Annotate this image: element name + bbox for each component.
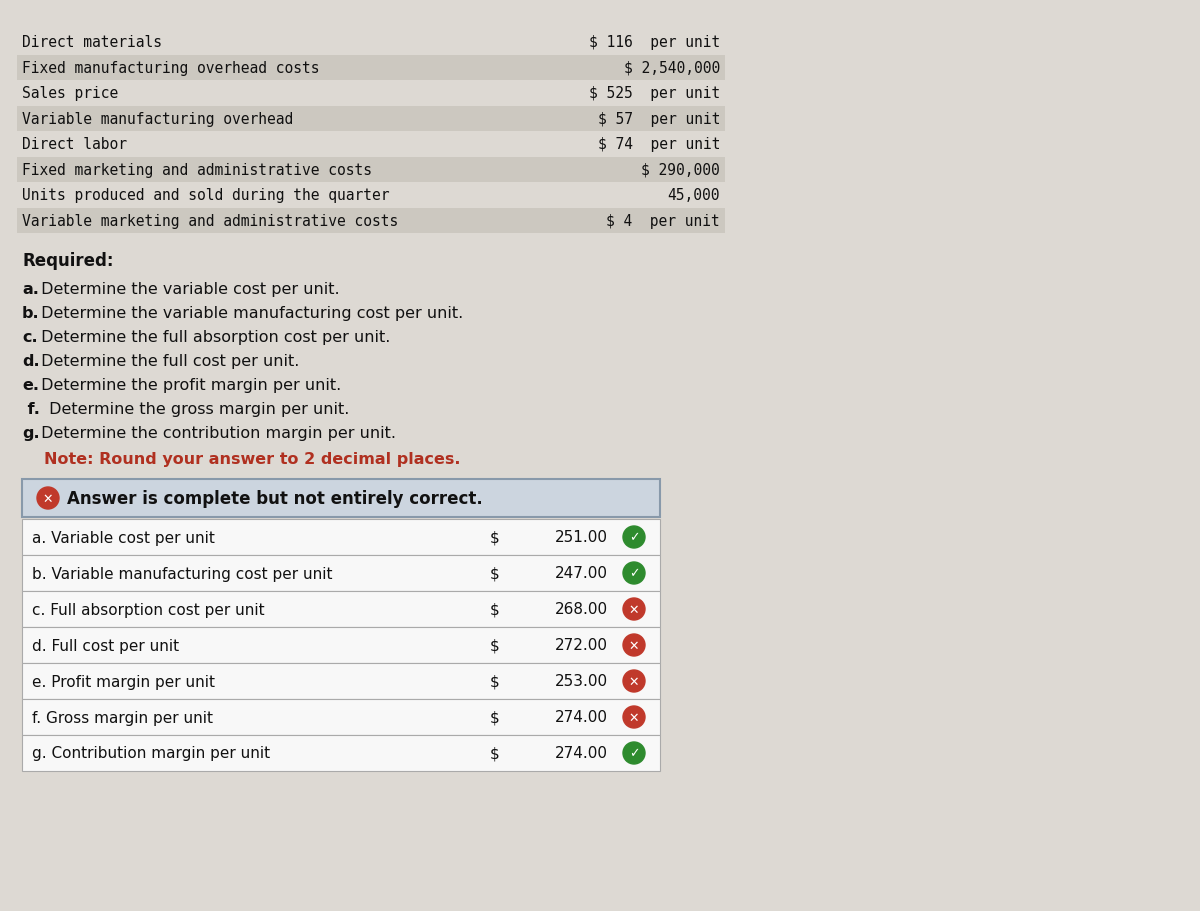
Text: 272.00: 272.00 — [554, 638, 608, 653]
Circle shape — [623, 670, 646, 692]
Text: g.: g. — [22, 425, 40, 441]
Text: Sales price: Sales price — [22, 87, 119, 101]
Text: 274.00: 274.00 — [554, 746, 608, 761]
Text: Answer is complete but not entirely correct.: Answer is complete but not entirely corr… — [67, 489, 482, 507]
Text: Variable marketing and administrative costs: Variable marketing and administrative co… — [22, 213, 398, 229]
Text: c.: c. — [22, 330, 37, 344]
Text: f.: f. — [22, 402, 40, 416]
Text: Direct materials: Direct materials — [22, 36, 162, 50]
Text: ✕: ✕ — [43, 492, 53, 505]
Text: c. Full absorption cost per unit: c. Full absorption cost per unit — [32, 602, 265, 617]
Bar — [22, 735, 660, 771]
Bar — [22, 663, 660, 700]
Bar — [22, 700, 660, 735]
Text: d. Full cost per unit: d. Full cost per unit — [32, 638, 179, 653]
Bar — [22, 556, 660, 591]
Text: ✕: ✕ — [629, 639, 640, 651]
Text: ✓: ✓ — [629, 567, 640, 580]
Text: $ 2,540,000: $ 2,540,000 — [624, 61, 720, 76]
Bar — [17, 107, 725, 132]
Text: $: $ — [490, 746, 499, 761]
Text: ✕: ✕ — [629, 711, 640, 723]
Text: 268.00: 268.00 — [554, 602, 608, 617]
Text: Units produced and sold during the quarter: Units produced and sold during the quart… — [22, 188, 390, 203]
Text: e.: e. — [22, 377, 38, 393]
Text: $ 290,000: $ 290,000 — [641, 162, 720, 178]
Text: 45,000: 45,000 — [667, 188, 720, 203]
Text: $: $ — [490, 638, 499, 653]
Text: Determine the full cost per unit.: Determine the full cost per unit. — [36, 353, 300, 369]
Circle shape — [623, 527, 646, 548]
Text: $ 525  per unit: $ 525 per unit — [589, 87, 720, 101]
Bar — [22, 479, 660, 517]
Text: 247.00: 247.00 — [554, 566, 608, 581]
Circle shape — [623, 634, 646, 656]
Text: $: $ — [490, 530, 499, 545]
Bar — [17, 209, 725, 234]
Text: 253.00: 253.00 — [554, 674, 608, 689]
Circle shape — [37, 487, 59, 509]
Text: a.: a. — [22, 281, 38, 297]
Bar — [22, 519, 660, 556]
Text: ✕: ✕ — [629, 603, 640, 616]
Text: 274.00: 274.00 — [554, 710, 608, 725]
Text: Determine the profit margin per unit.: Determine the profit margin per unit. — [36, 377, 342, 393]
Text: $: $ — [490, 602, 499, 617]
Text: $ 74  per unit: $ 74 per unit — [598, 137, 720, 152]
Text: a. Variable cost per unit: a. Variable cost per unit — [32, 530, 215, 545]
Text: Determine the gross margin per unit.: Determine the gross margin per unit. — [43, 402, 349, 416]
Text: b. Variable manufacturing cost per unit: b. Variable manufacturing cost per unit — [32, 566, 332, 581]
Text: ✓: ✓ — [629, 747, 640, 760]
Text: Determine the variable manufacturing cost per unit.: Determine the variable manufacturing cos… — [36, 306, 463, 321]
Bar — [22, 591, 660, 628]
Circle shape — [623, 599, 646, 620]
Text: Note: Round your answer to 2 decimal places.: Note: Round your answer to 2 decimal pla… — [44, 452, 461, 466]
Text: Fixed manufacturing overhead costs: Fixed manufacturing overhead costs — [22, 61, 319, 76]
Text: Determine the full absorption cost per unit.: Determine the full absorption cost per u… — [36, 330, 391, 344]
Text: 251.00: 251.00 — [554, 530, 608, 545]
Text: $ 4  per unit: $ 4 per unit — [606, 213, 720, 229]
Circle shape — [623, 562, 646, 584]
Text: $ 57  per unit: $ 57 per unit — [598, 112, 720, 127]
Bar — [17, 56, 725, 81]
Text: Determine the variable cost per unit.: Determine the variable cost per unit. — [36, 281, 340, 297]
Text: $: $ — [490, 710, 499, 725]
Text: ✕: ✕ — [629, 675, 640, 688]
Text: f. Gross margin per unit: f. Gross margin per unit — [32, 710, 214, 725]
Text: $ 116  per unit: $ 116 per unit — [589, 36, 720, 50]
Text: Direct labor: Direct labor — [22, 137, 127, 152]
Text: g. Contribution margin per unit: g. Contribution margin per unit — [32, 746, 270, 761]
Text: $: $ — [490, 674, 499, 689]
Text: b.: b. — [22, 306, 40, 321]
Text: d.: d. — [22, 353, 40, 369]
Text: Required:: Required: — [22, 251, 114, 270]
Text: ✓: ✓ — [629, 531, 640, 544]
Bar — [17, 158, 725, 183]
Text: Fixed marketing and administrative costs: Fixed marketing and administrative costs — [22, 162, 372, 178]
Circle shape — [623, 706, 646, 728]
Text: Determine the contribution margin per unit.: Determine the contribution margin per un… — [36, 425, 396, 441]
Text: e. Profit margin per unit: e. Profit margin per unit — [32, 674, 215, 689]
Text: $: $ — [490, 566, 499, 581]
Bar — [22, 628, 660, 663]
Circle shape — [623, 742, 646, 764]
Text: Variable manufacturing overhead: Variable manufacturing overhead — [22, 112, 293, 127]
